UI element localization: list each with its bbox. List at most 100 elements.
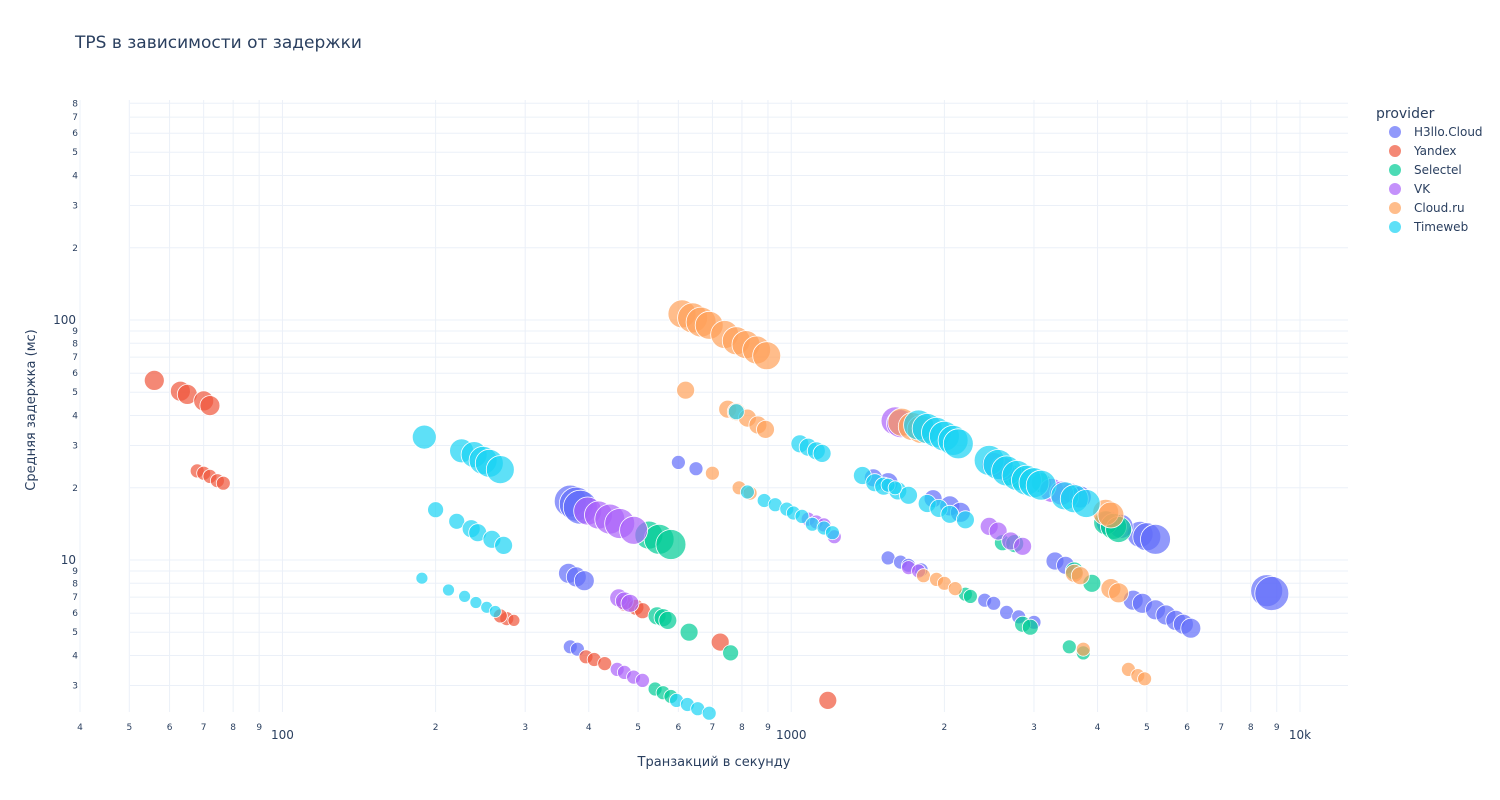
x-axis-title: Транзакций в секунду <box>637 755 791 770</box>
data-point[interactable] <box>1075 641 1091 657</box>
data-point[interactable] <box>679 622 699 642</box>
data-point[interactable] <box>1108 582 1129 604</box>
data-point[interactable] <box>963 589 978 604</box>
x-tick-label: 5 <box>126 723 132 733</box>
data-point[interactable] <box>1137 671 1152 687</box>
x-tick-label: 2 <box>433 723 439 733</box>
x-tick-label: 7 <box>201 723 207 733</box>
legend-item[interactable]: H3llo.Cloud <box>1389 125 1483 139</box>
data-point[interactable] <box>469 596 483 609</box>
data-point[interactable] <box>573 570 595 592</box>
legend-item[interactable]: Timeweb <box>1389 220 1468 234</box>
data-point[interactable] <box>899 485 918 505</box>
data-point[interactable] <box>442 583 455 597</box>
data-point[interactable] <box>485 455 515 485</box>
data-point[interactable] <box>701 705 717 721</box>
data-point[interactable] <box>812 443 832 463</box>
data-point[interactable] <box>1013 536 1032 556</box>
x-tick-label: 10k <box>1289 728 1311 742</box>
data-point[interactable] <box>655 529 687 560</box>
y-tick-label: 100 <box>53 313 76 327</box>
y-tick-label: 2 <box>72 244 78 254</box>
y-tick-label: 8 <box>72 579 78 589</box>
legend-item[interactable]: Selectel <box>1389 163 1462 177</box>
legend-marker <box>1389 183 1401 195</box>
data-point[interactable] <box>507 614 521 627</box>
data-point[interactable] <box>199 395 221 417</box>
data-point[interactable] <box>916 568 931 584</box>
data-point[interactable] <box>676 380 695 400</box>
data-point[interactable] <box>705 465 720 481</box>
y-tick-label: 7 <box>72 593 78 603</box>
y-tick-label: 9 <box>72 567 78 577</box>
y-tick-label: 5 <box>72 148 78 158</box>
x-tick-label: 9 <box>765 723 771 733</box>
data-point[interactable] <box>818 691 838 710</box>
data-point[interactable] <box>880 550 896 566</box>
data-point[interactable] <box>740 484 755 500</box>
data-point[interactable] <box>1140 523 1171 555</box>
x-axis-ticks: 4 5 6 7 8 9 2 3 4 5 6 7 8 9 2 3 4 5 6 7 8 9 100 1000 10k <box>77 723 1311 742</box>
data-point[interactable] <box>727 403 745 421</box>
data-point[interactable] <box>1070 566 1090 586</box>
x-tick-label: 5 <box>1144 723 1150 733</box>
legend[interactable]: provider H3llo.Cloud Yandex Selectel VK Clou… <box>1376 106 1483 234</box>
legend-marker <box>1389 145 1401 157</box>
data-point[interactable] <box>1061 639 1077 655</box>
data-point[interactable] <box>620 593 640 613</box>
data-point[interactable] <box>215 475 231 491</box>
data-point[interactable] <box>488 605 502 618</box>
data-point[interactable] <box>887 480 903 496</box>
data-point[interactable] <box>494 536 514 555</box>
data-point[interactable] <box>688 461 704 477</box>
data-point[interactable] <box>415 571 429 585</box>
legend-label: Cloud.ru <box>1414 201 1465 215</box>
data-point[interactable] <box>956 510 975 530</box>
legend-item[interactable]: Cloud.ru <box>1389 201 1465 215</box>
data-point[interactable] <box>1071 489 1101 518</box>
y-tick-label: 8 <box>72 339 78 349</box>
data-point[interactable] <box>947 581 963 596</box>
data-point[interactable] <box>756 419 775 439</box>
data-point[interactable] <box>988 521 1008 541</box>
y-tick-label: 3 <box>72 681 78 691</box>
data-point[interactable] <box>658 611 678 630</box>
data-point[interactable] <box>825 525 840 541</box>
data-point[interactable] <box>794 509 810 524</box>
y-tick-label: 8 <box>72 99 78 109</box>
data-point[interactable] <box>458 590 472 603</box>
data-point[interactable] <box>619 515 648 545</box>
x-tick-label: 9 <box>256 723 262 733</box>
data-point[interactable] <box>143 369 165 391</box>
x-tick-label: 7 <box>1218 723 1224 733</box>
data-point[interactable] <box>986 595 1002 611</box>
legend-item[interactable]: Yandex <box>1389 144 1457 158</box>
legend-title: provider <box>1376 106 1435 122</box>
data-point[interactable] <box>597 656 613 671</box>
data-point[interactable] <box>427 501 445 519</box>
legend-item[interactable]: VK <box>1389 182 1431 196</box>
data-point[interactable] <box>448 512 466 530</box>
series-timeweb <box>411 403 1101 721</box>
x-tick-label: 7 <box>710 723 716 733</box>
data-point[interactable] <box>752 341 782 371</box>
y-tick-label: 5 <box>72 628 78 638</box>
data-point[interactable] <box>671 454 686 470</box>
data-point[interactable] <box>722 644 739 662</box>
data-point[interactable] <box>1254 576 1290 611</box>
data-point[interactable] <box>411 424 437 450</box>
x-tick-label: 8 <box>230 723 236 733</box>
data-point[interactable] <box>710 632 730 652</box>
x-tick-label: 4 <box>1095 723 1101 733</box>
data-point[interactable] <box>1180 617 1202 639</box>
data-point[interactable] <box>1097 501 1125 529</box>
y-tick-label: 6 <box>72 609 78 619</box>
legend-marker <box>1389 126 1401 138</box>
x-tick-label: 3 <box>522 723 528 733</box>
legend-marker <box>1389 164 1401 176</box>
data-point[interactable] <box>1021 618 1039 636</box>
data-point[interactable] <box>635 673 650 688</box>
x-tick-label: 2 <box>942 723 948 733</box>
data-point[interactable] <box>942 428 974 460</box>
